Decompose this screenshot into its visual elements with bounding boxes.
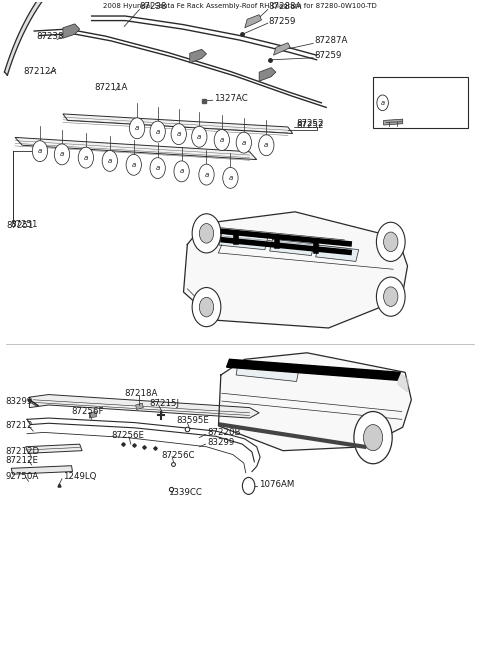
Text: 83299: 83299 bbox=[5, 396, 33, 405]
Circle shape bbox=[78, 147, 94, 168]
Text: a: a bbox=[38, 148, 42, 154]
Text: 1339CC: 1339CC bbox=[168, 488, 202, 497]
Polygon shape bbox=[63, 114, 293, 134]
Circle shape bbox=[130, 118, 145, 139]
Text: a: a bbox=[264, 142, 268, 148]
Circle shape bbox=[376, 277, 405, 316]
Text: a: a bbox=[242, 140, 246, 145]
Text: 1249LQ: 1249LQ bbox=[63, 472, 96, 481]
Text: 87256C: 87256C bbox=[161, 451, 194, 460]
Polygon shape bbox=[63, 24, 80, 38]
Text: 87212D: 87212D bbox=[5, 447, 40, 457]
Circle shape bbox=[242, 477, 255, 495]
Polygon shape bbox=[270, 239, 314, 255]
Text: a: a bbox=[381, 100, 384, 106]
Circle shape bbox=[259, 135, 274, 156]
Circle shape bbox=[192, 126, 207, 147]
Text: a: a bbox=[197, 134, 202, 140]
Circle shape bbox=[363, 424, 383, 451]
Text: a: a bbox=[156, 165, 160, 171]
Polygon shape bbox=[15, 138, 257, 160]
Polygon shape bbox=[190, 49, 206, 63]
Circle shape bbox=[199, 223, 214, 243]
Circle shape bbox=[174, 161, 189, 182]
Circle shape bbox=[102, 151, 118, 172]
Text: 87212E: 87212E bbox=[5, 456, 38, 465]
Text: 87256E: 87256E bbox=[112, 431, 145, 440]
Text: a: a bbox=[108, 158, 112, 164]
Circle shape bbox=[32, 141, 48, 162]
Text: 87288A: 87288A bbox=[269, 2, 302, 10]
Circle shape bbox=[192, 288, 221, 327]
Polygon shape bbox=[236, 366, 299, 381]
Text: a: a bbox=[156, 128, 160, 134]
Text: 87252: 87252 bbox=[297, 119, 324, 128]
Text: 87259: 87259 bbox=[269, 17, 296, 26]
Text: 87218A: 87218A bbox=[124, 389, 157, 398]
Text: 87220B: 87220B bbox=[207, 428, 241, 437]
Polygon shape bbox=[218, 353, 411, 451]
Circle shape bbox=[54, 144, 70, 165]
Text: a: a bbox=[84, 155, 88, 160]
Circle shape bbox=[377, 95, 388, 111]
Text: 87287A: 87287A bbox=[314, 36, 348, 45]
Polygon shape bbox=[29, 394, 259, 418]
Polygon shape bbox=[136, 403, 144, 409]
FancyBboxPatch shape bbox=[373, 77, 468, 128]
Text: a: a bbox=[220, 137, 224, 143]
Circle shape bbox=[192, 214, 221, 253]
Text: a: a bbox=[135, 125, 139, 131]
Polygon shape bbox=[259, 67, 276, 81]
Polygon shape bbox=[227, 360, 400, 380]
Text: a: a bbox=[177, 131, 181, 137]
Text: 87259: 87259 bbox=[314, 51, 342, 60]
Circle shape bbox=[236, 132, 252, 153]
Text: 87238: 87238 bbox=[36, 32, 64, 41]
Text: 1327AC: 1327AC bbox=[214, 94, 247, 103]
Polygon shape bbox=[25, 444, 82, 453]
Polygon shape bbox=[274, 43, 290, 55]
Text: 1076AM: 1076AM bbox=[259, 480, 295, 489]
Text: a: a bbox=[204, 172, 209, 178]
Circle shape bbox=[223, 168, 238, 189]
Circle shape bbox=[214, 130, 229, 151]
Circle shape bbox=[171, 124, 186, 145]
Polygon shape bbox=[4, 0, 103, 75]
Text: 87212A: 87212A bbox=[24, 67, 57, 76]
Text: 87252: 87252 bbox=[297, 121, 324, 130]
Text: 87215J: 87215J bbox=[149, 398, 179, 407]
Polygon shape bbox=[89, 411, 96, 418]
Circle shape bbox=[376, 222, 405, 261]
Circle shape bbox=[150, 121, 165, 142]
Text: 87238: 87238 bbox=[140, 2, 167, 10]
Text: a: a bbox=[60, 151, 64, 157]
Polygon shape bbox=[398, 372, 408, 392]
Polygon shape bbox=[316, 245, 359, 261]
Text: 87256F: 87256F bbox=[72, 407, 104, 416]
Text: 87251: 87251 bbox=[6, 221, 34, 230]
Polygon shape bbox=[219, 233, 268, 250]
Text: 87211A: 87211A bbox=[94, 83, 127, 92]
Polygon shape bbox=[183, 212, 408, 328]
Text: 87251: 87251 bbox=[10, 220, 38, 229]
Text: 87212: 87212 bbox=[5, 421, 33, 430]
Circle shape bbox=[199, 297, 214, 317]
Text: 83595E: 83595E bbox=[177, 416, 210, 425]
Text: 87255: 87255 bbox=[391, 98, 418, 107]
Polygon shape bbox=[11, 466, 72, 474]
Text: 83299: 83299 bbox=[207, 438, 235, 447]
Circle shape bbox=[150, 158, 165, 179]
Text: a: a bbox=[132, 162, 136, 168]
Circle shape bbox=[384, 287, 398, 307]
Circle shape bbox=[199, 164, 214, 185]
Circle shape bbox=[384, 232, 398, 252]
Text: 2008 Hyundai Santa Fe Rack Assembly-Roof RH Diagram for 87280-0W100-TD: 2008 Hyundai Santa Fe Rack Assembly-Roof… bbox=[103, 3, 377, 9]
Polygon shape bbox=[384, 119, 403, 125]
Circle shape bbox=[354, 411, 392, 464]
Text: a: a bbox=[180, 168, 184, 174]
Text: 92750A: 92750A bbox=[5, 472, 39, 481]
Text: a: a bbox=[228, 175, 232, 181]
Circle shape bbox=[126, 155, 142, 176]
Polygon shape bbox=[245, 14, 262, 28]
